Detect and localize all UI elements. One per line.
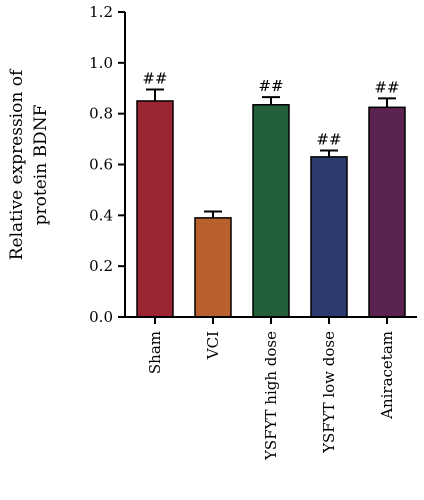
significance-label: ## <box>142 70 167 88</box>
x-tick-label: Aniracetam <box>378 331 396 420</box>
significance-label: ## <box>316 131 341 149</box>
y-tick-label: 1.0 <box>89 54 113 72</box>
y-tick-label: 0.2 <box>89 257 113 275</box>
x-tick-label: YSFYT high dose <box>262 331 280 461</box>
y-axis-title: Relative expression of protein BDNF <box>7 68 51 260</box>
x-tick-label: YSFYT low dose <box>320 331 338 454</box>
y-tick-label: 0.0 <box>89 308 113 326</box>
x-tick-label: Sham <box>146 331 164 374</box>
y-tick-label: 0.4 <box>89 206 113 224</box>
bar <box>136 100 174 318</box>
x-axis-labels: Sham VCI YSFYT high dose YSFYT low dose Anir… <box>125 316 417 461</box>
y-tick-label: 0.6 <box>89 156 113 174</box>
y-axis-title-line: protein BDNF <box>31 104 51 225</box>
bars: ## ## ## ## <box>136 70 406 318</box>
error-bar <box>320 149 338 157</box>
bar <box>310 156 348 318</box>
bar <box>368 106 406 318</box>
error-bar <box>204 210 222 218</box>
y-axis: 0.0 0.2 0.4 0.6 0.8 1.0 1.2 <box>89 3 126 326</box>
bar <box>194 217 232 318</box>
bar <box>252 104 290 318</box>
error-bar <box>378 97 396 108</box>
significance-label: ## <box>258 77 283 95</box>
y-axis-title-line: Relative expression of <box>7 68 27 260</box>
error-bar <box>146 88 164 101</box>
x-tick-label: VCI <box>204 331 222 360</box>
y-tick-label: 1.2 <box>89 3 113 21</box>
error-bar <box>262 96 280 105</box>
y-tick-label: 0.8 <box>89 105 113 123</box>
significance-label: ## <box>374 78 399 96</box>
